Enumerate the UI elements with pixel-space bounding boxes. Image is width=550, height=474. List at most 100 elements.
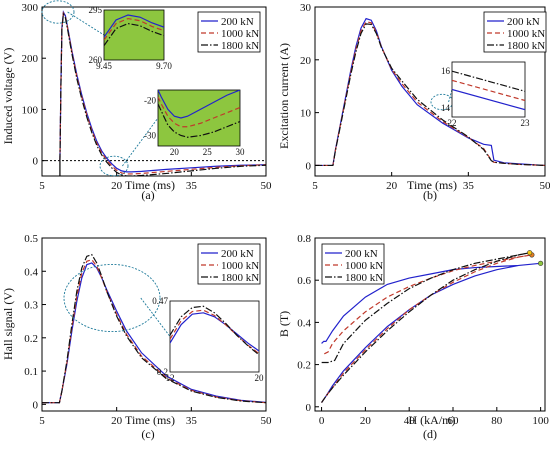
x-tick-label: 50 — [261, 180, 273, 192]
inset-series — [452, 70, 525, 111]
inset-x-tick: 12 — [166, 373, 175, 383]
panel-a: 5 20 35 50 0 100 200 300 Time (ms) Induced voltag… — [1, 0, 273, 202]
x-axis-label: Time (ms) — [125, 178, 175, 192]
legend-box — [197, 11, 261, 53]
inset-1: 22 23 14 16 — [430, 61, 530, 128]
y-tick-label: 0.2 — [24, 333, 38, 345]
inset-y-tick: 295 — [89, 5, 103, 15]
y-axis-label: Induced voltage (V) — [1, 48, 15, 145]
panel-caption: (b) — [423, 188, 437, 202]
inset-y-tick: 0.2 — [157, 367, 168, 377]
plot-frame — [314, 6, 546, 177]
series-line-1 — [59, 10, 266, 173]
x-tick-label: 20 — [386, 180, 398, 192]
x-tick-label: 20 — [111, 180, 123, 192]
inset-series-line-2 — [104, 17, 164, 41]
y-tick-label: 0.3 — [24, 300, 38, 312]
series-group — [59, 10, 266, 176]
end-marker-1 — [538, 260, 544, 266]
y-tick-label: 10 — [300, 108, 312, 120]
inset-frame — [169, 300, 260, 373]
panel-caption: (c) — [141, 427, 154, 441]
legend-box — [483, 11, 547, 53]
panel-b: 5 20 35 50 0 10 20 30 Time (ms) Excitation curren… — [277, 2, 550, 202]
x-tick-label: 5 — [39, 180, 45, 192]
series-line-3 — [315, 23, 545, 167]
legend-label-1: 200 kN — [345, 248, 378, 260]
x-axis-label: Time (ms) — [125, 413, 175, 427]
x-tick-label: 100 — [532, 415, 549, 427]
y-tick-label: 0.4 — [297, 317, 311, 329]
legend-label-1: 200 kN — [507, 16, 540, 28]
inset-x-tick: 20 — [255, 373, 265, 383]
y-tick-label: 200 — [22, 53, 39, 65]
series-line-2 — [42, 258, 266, 404]
legend-box — [321, 243, 385, 285]
panel-d: 0 20 40 60 80 100 0 0.2 0.4 0.6 0.8 H (kA/m) B (T) (d… — [277, 233, 549, 441]
y-tick-label: 20 — [300, 55, 312, 67]
y-tick-label: 0.1 — [24, 366, 38, 378]
plot-frame — [41, 6, 267, 177]
zoom-connector — [140, 297, 171, 337]
x-tick-label: 20 — [111, 415, 123, 427]
x-tick-label: 60 — [448, 415, 460, 427]
plot-frame — [41, 237, 267, 412]
legend-label-3: 1800 kN — [221, 272, 259, 284]
zoom-connector — [122, 117, 159, 167]
series-line-2 — [321, 254, 532, 403]
inset-series-line-3 — [158, 103, 240, 138]
legend-box — [197, 243, 261, 285]
inset-frame — [451, 61, 526, 118]
inset-x-tick: 25 — [203, 147, 213, 157]
x-tick-label: 50 — [261, 415, 273, 427]
inset-series-line-2 — [452, 79, 525, 102]
y-tick-label: 0 — [306, 402, 312, 414]
inset-series — [104, 14, 164, 47]
panel-caption: (d) — [423, 427, 437, 441]
y-tick-label: 0 — [33, 156, 39, 168]
inset-y-tick: -30 — [144, 131, 156, 141]
inset-series-line-1 — [158, 90, 240, 119]
series-line-3 — [59, 12, 266, 176]
x-tick-label: 20 — [360, 415, 372, 427]
legend-label-2: 1000 kN — [507, 28, 545, 40]
legend-label-2: 1000 kN — [221, 28, 259, 40]
zoom-connector — [67, 11, 105, 36]
y-tick-label: 30 — [300, 2, 312, 14]
x-tick-label: 35 — [186, 180, 198, 192]
y-tick-label: 100 — [22, 104, 39, 116]
x-tick-label: 80 — [491, 415, 503, 427]
legend-label-2: 1000 kN — [221, 260, 259, 272]
inset-series — [158, 90, 240, 138]
x-tick-label: 0 — [319, 415, 325, 427]
y-tick-label: 300 — [22, 2, 39, 14]
inset-y-tick: 260 — [89, 55, 103, 65]
zoom-ellipse — [63, 263, 161, 333]
x-tick-label: 5 — [312, 180, 318, 192]
x-tick-label: 35 — [463, 180, 475, 192]
inset-x-tick: 9.70 — [156, 61, 172, 71]
inset-series-line-2 — [158, 96, 240, 128]
x-tick-label: 40 — [404, 415, 416, 427]
inset-x-tick: 20 — [170, 147, 180, 157]
zoom-connector — [448, 89, 453, 103]
inset-1: 9.45 9.70 260 295 — [41, 0, 172, 71]
series-group — [321, 252, 541, 403]
zoom-ellipse — [41, 0, 75, 24]
y-axis-label: Hall signal (V) — [1, 288, 15, 360]
legend-label-3: 1800 kN — [345, 272, 383, 284]
y-tick-label: 0.6 — [297, 275, 311, 287]
inset-frame — [103, 9, 165, 61]
x-tick-label: 50 — [540, 180, 550, 192]
panel-caption: (a) — [141, 188, 154, 202]
y-axis-label: B (T) — [277, 311, 291, 337]
end-marker-3 — [527, 250, 533, 256]
inset-frame — [157, 89, 241, 147]
inset-series-line-1 — [170, 312, 259, 352]
panel-c: 5 20 35 50 0 0.1 0.2 0.3 0.4 0.5 Time (ms) Hall sig… — [1, 233, 272, 441]
inset-y-tick: 16 — [441, 66, 451, 76]
series-line-3 — [42, 253, 266, 404]
